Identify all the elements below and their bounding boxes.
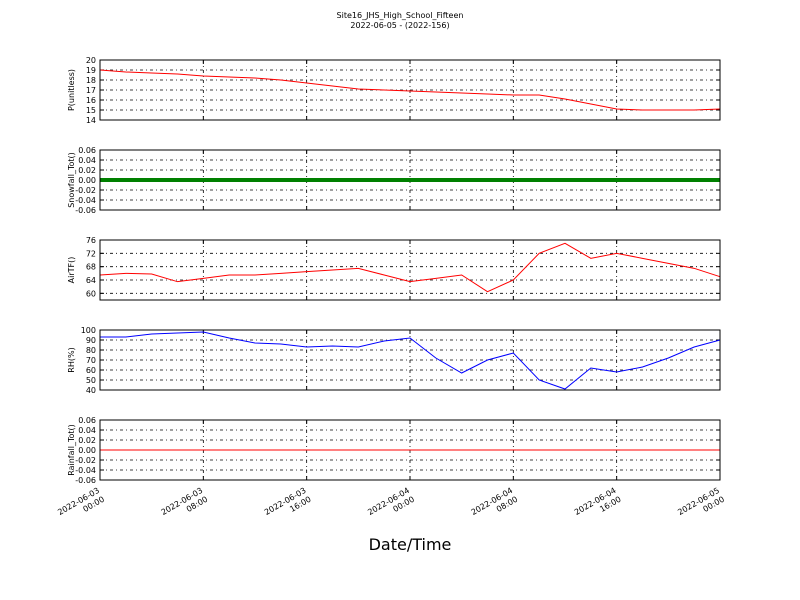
y-axis-label: RH(%)	[67, 347, 76, 372]
y-tick-label: -0.02	[75, 186, 96, 195]
y-axis-label: Snowfall_Tot()	[67, 152, 76, 208]
y-tick-label: 0.04	[78, 156, 96, 165]
y-tick-label: 0.02	[78, 166, 96, 175]
data-line	[99, 69, 721, 111]
y-tick-label: 18	[86, 76, 96, 85]
y-tick-label: 60	[86, 366, 96, 375]
y-tick-label: 0.06	[78, 416, 96, 425]
y-tick-label: 0.00	[78, 446, 96, 455]
y-tick-label: 70	[86, 356, 96, 365]
plot-frame	[99, 149, 721, 211]
x-tick-label: 2022-06-0308:00	[160, 486, 210, 526]
y-tick-label: 19	[86, 66, 96, 75]
y-tick-label: 100	[81, 326, 96, 335]
y-tick-label: 15	[86, 106, 96, 115]
y-tick-label: -0.04	[75, 196, 96, 205]
y-tick-label: 0.04	[78, 426, 96, 435]
y-tick-label: 14	[86, 116, 96, 125]
x-axis-label: Date/Time	[369, 535, 452, 554]
y-tick-label: 68	[86, 263, 96, 272]
x-tick-label: 2022-06-0400:00	[366, 486, 416, 526]
y-tick-label: 72	[86, 249, 96, 258]
y-tick-label: -0.06	[75, 206, 96, 215]
plot-frame	[99, 329, 721, 391]
y-tick-label: 0.06	[78, 146, 96, 155]
plot-frame	[99, 59, 721, 121]
y-tick-label: -0.04	[75, 466, 96, 475]
y-axis-label: P(unitless)	[67, 69, 76, 111]
y-axis-label: Rainfall_Tot()	[67, 424, 76, 476]
x-tick-label: 2022-06-0500:00	[676, 486, 726, 526]
y-tick-label: 20	[86, 56, 96, 65]
y-tick-label: 17	[86, 86, 96, 95]
y-axis-label: AirTF()	[67, 257, 76, 284]
chart-subtitle: 2022-06-05 - (2022-156)	[350, 21, 449, 30]
y-tick-label: 16	[86, 96, 96, 105]
y-tick-label: 76	[86, 236, 96, 245]
y-tick-label: 64	[86, 276, 96, 285]
plot-frame	[99, 239, 721, 301]
x-tick-label: 2022-06-0316:00	[263, 486, 313, 526]
chart-title: Site16_JHS_High_School_Fifteen	[337, 11, 464, 20]
plot-frame	[99, 419, 721, 481]
data-line	[99, 242, 721, 293]
y-tick-label: 90	[86, 336, 96, 345]
y-tick-label: 60	[86, 289, 96, 298]
y-tick-label: -0.06	[75, 476, 96, 485]
x-tick-label: 2022-06-0300:00	[56, 486, 106, 526]
y-tick-label: 0.00	[78, 176, 96, 185]
y-tick-label: -0.02	[75, 456, 96, 465]
data-line	[100, 331, 721, 390]
y-tick-label: 40	[86, 386, 96, 395]
y-tick-label: 0.02	[78, 436, 96, 445]
y-tick-label: 50	[86, 376, 96, 385]
x-tick-label: 2022-06-0416:00	[573, 486, 623, 526]
x-tick-label: 2022-06-0408:00	[470, 486, 520, 526]
y-tick-label: 80	[86, 346, 96, 355]
